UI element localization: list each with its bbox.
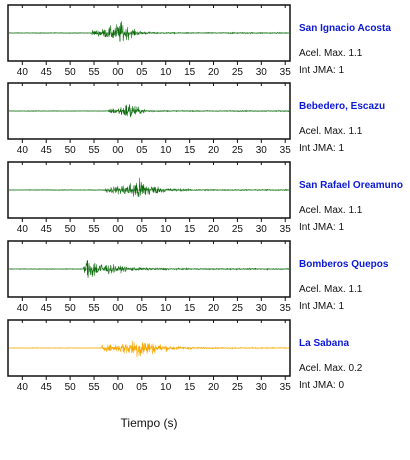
x-tick-label: 30: [256, 382, 268, 393]
x-tick-label: 00: [112, 224, 124, 235]
x-tick-label: 10: [160, 224, 172, 235]
station-name: San Rafael Oreamuno: [299, 180, 403, 191]
jma-intensity: Int JMA: 1: [299, 301, 345, 312]
x-tick-label: 40: [17, 303, 29, 314]
x-tick-label: 40: [17, 382, 29, 393]
x-tick-label: 35: [280, 303, 292, 314]
x-tick-label: 25: [232, 303, 244, 314]
x-tick-label: 15: [184, 224, 196, 235]
station-label-1: San Ignacio Acosta Acel. Max. 1.1 Int JM…: [299, 23, 409, 76]
x-tick-label: 50: [65, 67, 77, 78]
x-tick-label: 40: [17, 67, 29, 78]
waveform-2: [8, 104, 290, 118]
x-tick-label: 05: [136, 67, 148, 78]
waveform-5: [8, 340, 290, 358]
x-tick-label: 35: [280, 382, 292, 393]
x-tick-label: 20: [208, 145, 220, 156]
x-tick-label: 50: [65, 145, 77, 156]
x-tick-label: 45: [41, 382, 53, 393]
x-tick-label: 30: [256, 224, 268, 235]
x-tick-label: 30: [256, 145, 268, 156]
jma-intensity: Int JMA: 1: [299, 65, 345, 76]
x-tick-label: 55: [88, 382, 100, 393]
x-tick-label: 05: [136, 303, 148, 314]
accel-max: Acel. Max. 1.1: [299, 48, 363, 59]
x-tick-label: 45: [41, 67, 53, 78]
station-name: Bomberos Quepos: [299, 259, 389, 270]
station-name: San Ignacio Acosta: [299, 23, 391, 34]
jma-intensity: Int JMA: 1: [299, 222, 345, 233]
x-tick-label: 20: [208, 67, 220, 78]
x-tick-label: 55: [88, 303, 100, 314]
x-tick-label: 40: [17, 145, 29, 156]
x-tick-label: 00: [112, 145, 124, 156]
x-tick-label: 15: [184, 303, 196, 314]
x-tick-label: 25: [232, 145, 244, 156]
x-tick-label: 25: [232, 67, 244, 78]
waveform-1: [8, 21, 290, 42]
station-label-4: Bomberos Quepos Acel. Max. 1.1 Int JMA: …: [299, 259, 409, 312]
x-tick-label: 10: [160, 303, 172, 314]
x-tick-label: 35: [280, 224, 292, 235]
x-tick-label: 40: [17, 224, 29, 235]
x-tick-label: 10: [160, 67, 172, 78]
waveform-3: [8, 177, 290, 198]
x-tick-label: 30: [256, 67, 268, 78]
jma-intensity: Int JMA: 1: [299, 143, 345, 154]
x-tick-label: 10: [160, 145, 172, 156]
x-tick-label: 05: [136, 224, 148, 235]
x-tick-label: 50: [65, 382, 77, 393]
accel-max: Acel. Max. 1.1: [299, 126, 363, 137]
x-tick-label: 10: [160, 382, 172, 393]
x-tick-label: 20: [208, 224, 220, 235]
x-tick-label: 25: [232, 382, 244, 393]
waveform-4: [8, 260, 290, 279]
x-tick-label: 45: [41, 145, 53, 156]
x-tick-label: 15: [184, 382, 196, 393]
x-tick-label: 15: [184, 67, 196, 78]
x-tick-label: 55: [88, 145, 100, 156]
station-label-5: La Sabana Acel. Max. 0.2 Int JMA: 0: [299, 338, 409, 391]
x-tick-label: 35: [280, 67, 292, 78]
x-tick-label: 50: [65, 303, 77, 314]
x-tick-label: 20: [208, 303, 220, 314]
station-label-2: Bebedero, Escazu Acel. Max. 1.1 Int JMA:…: [299, 101, 409, 154]
x-tick-label: 45: [41, 303, 53, 314]
station-name: Bebedero, Escazu: [299, 101, 386, 112]
x-tick-label: 20: [208, 382, 220, 393]
x-tick-label: 05: [136, 382, 148, 393]
accel-max: Acel. Max. 1.1: [299, 284, 363, 295]
accel-max: Acel. Max. 1.1: [299, 205, 363, 216]
x-tick-label: 45: [41, 224, 53, 235]
jma-intensity: Int JMA: 0: [299, 380, 345, 391]
x-tick-label: 50: [65, 224, 77, 235]
x-axis-label: Tiempo (s): [120, 416, 178, 430]
x-tick-label: 05: [136, 145, 148, 156]
accel-max: Acel. Max. 0.2: [299, 363, 363, 374]
x-tick-label: 25: [232, 224, 244, 235]
x-tick-label: 30: [256, 303, 268, 314]
x-tick-label: 55: [88, 67, 100, 78]
station-name: La Sabana: [299, 338, 350, 349]
x-tick-label: 00: [112, 303, 124, 314]
x-tick-label: 00: [112, 382, 124, 393]
x-tick-label: 55: [88, 224, 100, 235]
x-tick-label: 35: [280, 145, 292, 156]
x-tick-label: 00: [112, 67, 124, 78]
x-tick-label: 15: [184, 145, 196, 156]
station-label-3: San Rafael Oreamuno Acel. Max. 1.1 Int J…: [299, 180, 409, 233]
